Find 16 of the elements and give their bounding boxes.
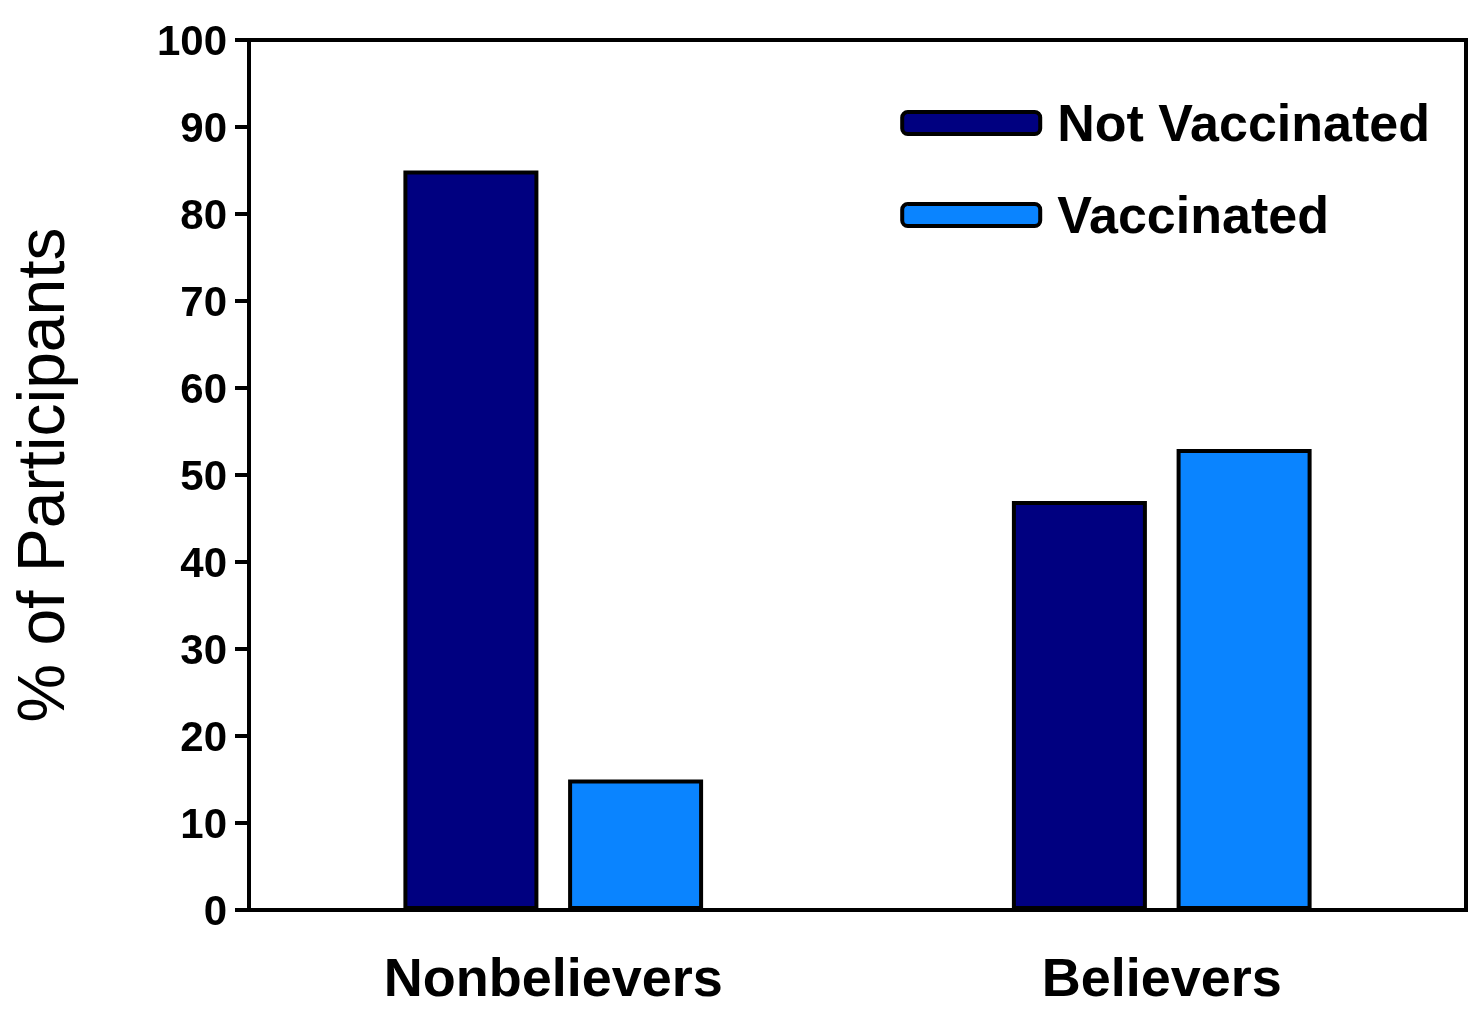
y-tick-label: 100: [156, 16, 227, 64]
y-tick-label: 10: [180, 799, 227, 847]
y-tick-label: 30: [180, 625, 227, 673]
y-tick-label: 50: [180, 451, 227, 499]
y-axis-title: % of Participants: [4, 227, 78, 723]
legend-label: Not Vaccinated: [1057, 94, 1431, 152]
x-tick-label: Nonbelievers: [383, 947, 723, 1007]
x-tick-label: Believers: [1041, 947, 1282, 1007]
y-tick-label: 70: [180, 277, 227, 325]
y-tick-label: 80: [180, 190, 227, 238]
legend-label: Vaccinated: [1057, 186, 1329, 244]
y-tick-label: 0: [203, 886, 227, 934]
y-tick-label: 90: [180, 103, 227, 151]
y-tick-label: 60: [180, 364, 227, 412]
y-tick-label: 40: [180, 538, 227, 586]
y-tick-label: 20: [180, 712, 227, 760]
